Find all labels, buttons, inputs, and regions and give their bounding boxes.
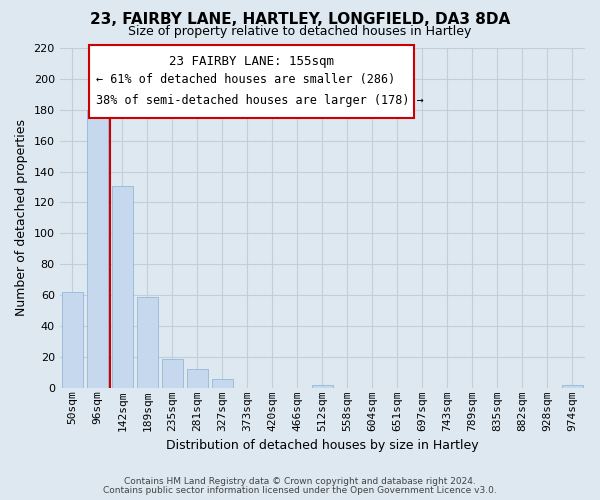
Text: Contains public sector information licensed under the Open Government Licence v3: Contains public sector information licen… [103, 486, 497, 495]
Bar [187, 370, 208, 388]
Text: Contains HM Land Registry data © Crown copyright and database right 2024.: Contains HM Land Registry data © Crown c… [124, 477, 476, 486]
Bar [562, 385, 583, 388]
Text: ← 61% of detached houses are smaller (286): ← 61% of detached houses are smaller (28… [97, 74, 395, 86]
FancyBboxPatch shape [89, 44, 414, 118]
Bar [161, 358, 183, 388]
Y-axis label: Number of detached properties: Number of detached properties [15, 120, 28, 316]
Bar [62, 292, 83, 388]
Text: 23 FAIRBY LANE: 155sqm: 23 FAIRBY LANE: 155sqm [169, 55, 334, 68]
Bar [112, 186, 133, 388]
Text: Size of property relative to detached houses in Hartley: Size of property relative to detached ho… [128, 25, 472, 38]
Bar [312, 385, 333, 388]
Bar [86, 110, 108, 388]
Bar [212, 378, 233, 388]
Text: 23, FAIRBY LANE, HARTLEY, LONGFIELD, DA3 8DA: 23, FAIRBY LANE, HARTLEY, LONGFIELD, DA3… [90, 12, 510, 28]
Bar [137, 296, 158, 388]
X-axis label: Distribution of detached houses by size in Hartley: Distribution of detached houses by size … [166, 440, 479, 452]
Text: 38% of semi-detached houses are larger (178) →: 38% of semi-detached houses are larger (… [97, 94, 424, 107]
